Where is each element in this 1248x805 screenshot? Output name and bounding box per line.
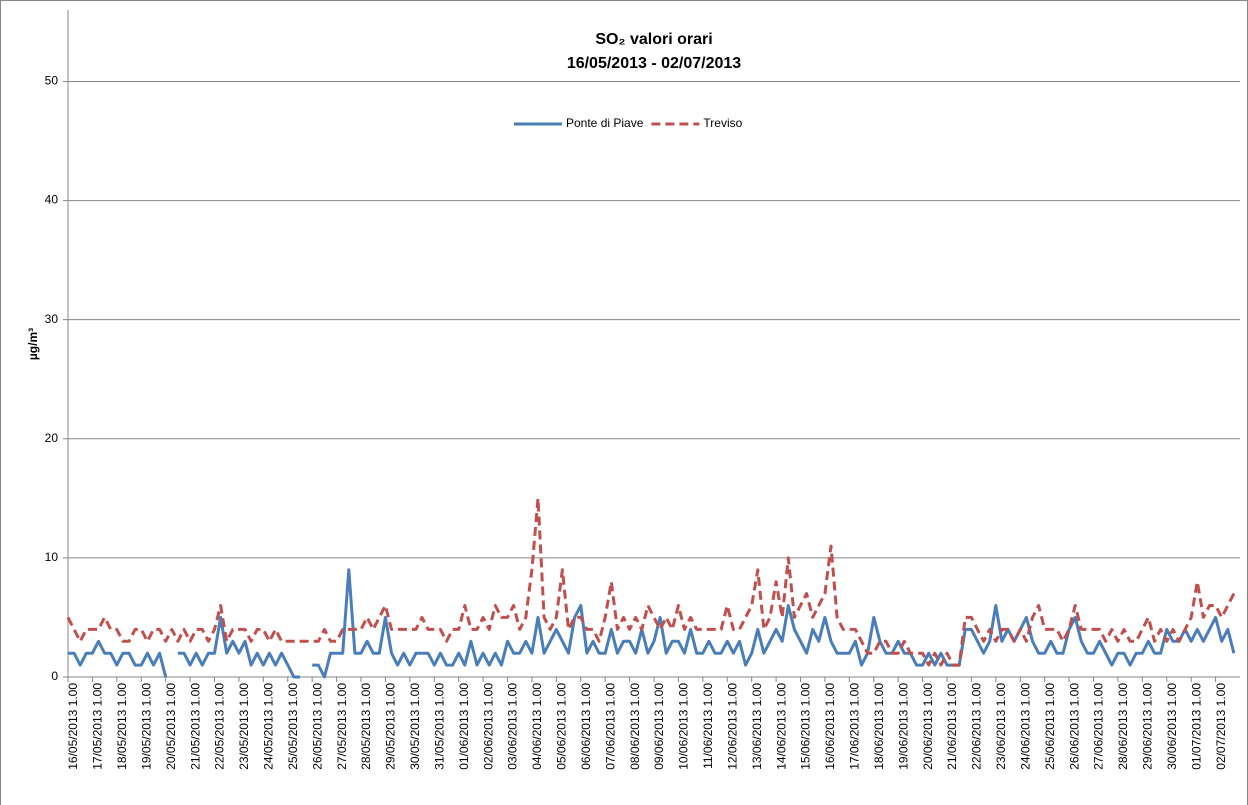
x-tick-label: 27/05/2013 1.00 xyxy=(335,683,349,770)
y-tick-label: 10 xyxy=(45,550,59,564)
x-tick-label: 31/05/2013 1.00 xyxy=(432,683,446,770)
x-tick-label: 19/06/2013 1.00 xyxy=(896,683,910,770)
x-tick-label: 24/05/2013 1.00 xyxy=(262,683,276,770)
series-line xyxy=(68,568,1236,679)
x-tick-label: 28/06/2013 1.00 xyxy=(1116,683,1130,770)
x-tick-label: 26/05/2013 1.00 xyxy=(310,683,324,770)
x-tick-label: 15/06/2013 1.00 xyxy=(799,683,813,770)
x-tick-label: 02/06/2013 1.00 xyxy=(481,683,495,770)
x-tick-label: 23/06/2013 1.00 xyxy=(994,683,1008,770)
x-tick-label: 30/06/2013 1.00 xyxy=(1165,683,1179,770)
x-tick-label: 22/05/2013 1.00 xyxy=(213,683,227,770)
x-tick-label: 09/06/2013 1.00 xyxy=(652,683,666,770)
x-tick-label: 25/05/2013 1.00 xyxy=(286,683,300,770)
x-tick-label: 16/05/2013 1.00 xyxy=(66,683,80,770)
x-tick-label: 10/06/2013 1.00 xyxy=(677,683,691,770)
x-tick-label: 21/06/2013 1.00 xyxy=(945,683,959,770)
x-tick-label: 14/06/2013 1.00 xyxy=(774,683,788,770)
y-axis-label: µg/m³ xyxy=(26,328,40,360)
x-tick-label: 19/05/2013 1.00 xyxy=(139,683,153,770)
x-tick-label: 27/06/2013 1.00 xyxy=(1092,683,1106,770)
x-tick-label: 23/05/2013 1.00 xyxy=(237,683,251,770)
x-tick-label: 26/06/2013 1.00 xyxy=(1067,683,1081,770)
chart-subtitle: 16/05/2013 - 02/07/2013 xyxy=(567,55,741,72)
x-tick-label: 20/05/2013 1.00 xyxy=(164,683,178,770)
y-tick-label: 40 xyxy=(45,193,59,207)
x-tick-label: 28/05/2013 1.00 xyxy=(359,683,373,770)
legend-label: Treviso xyxy=(703,116,742,130)
x-tick-label: 04/06/2013 1.00 xyxy=(530,683,544,770)
x-tick-label: 20/06/2013 1.00 xyxy=(921,683,935,770)
x-tick-label: 16/06/2013 1.00 xyxy=(823,683,837,770)
x-tick-label: 30/05/2013 1.00 xyxy=(408,683,422,770)
y-tick-label: 50 xyxy=(45,74,59,88)
x-tick-label: 24/06/2013 1.00 xyxy=(1018,683,1032,770)
series-line xyxy=(66,496,1236,667)
x-tick-label: 29/06/2013 1.00 xyxy=(1141,683,1155,770)
x-tick-label: 01/07/2013 1.00 xyxy=(1189,683,1203,770)
x-tick-label: 21/05/2013 1.00 xyxy=(188,683,202,770)
x-tick-label: 17/06/2013 1.00 xyxy=(848,683,862,770)
x-tick-label: 12/06/2013 1.00 xyxy=(725,683,739,770)
x-tick-label: 01/06/2013 1.00 xyxy=(457,683,471,770)
legend-label: Ponte di Piave xyxy=(566,116,644,130)
x-tick-label: 05/06/2013 1.00 xyxy=(555,683,569,770)
x-tick-label: 17/05/2013 1.00 xyxy=(91,683,105,770)
x-tick-label: 18/06/2013 1.00 xyxy=(872,683,886,770)
x-tick-label: 11/06/2013 1.00 xyxy=(701,683,715,769)
x-tick-label: 13/06/2013 1.00 xyxy=(750,683,764,770)
x-tick-label: 06/06/2013 1.00 xyxy=(579,683,593,770)
y-tick-label: 0 xyxy=(51,669,58,683)
x-tick-label: 18/05/2013 1.00 xyxy=(115,683,129,770)
x-tick-label: 08/06/2013 1.00 xyxy=(628,683,642,770)
x-tick-label: 29/05/2013 1.00 xyxy=(384,683,398,770)
x-tick-label: 25/06/2013 1.00 xyxy=(1043,683,1057,770)
chart-title: SO₂ valori orari xyxy=(595,31,712,48)
y-tick-label: 20 xyxy=(45,431,59,445)
x-tick-label: 02/07/2013 1.00 xyxy=(1214,683,1228,770)
y-tick-label: 30 xyxy=(45,312,59,326)
x-tick-label: 03/06/2013 1.00 xyxy=(506,683,520,770)
x-tick-label: 07/06/2013 1.00 xyxy=(603,683,617,770)
x-tick-label: 22/06/2013 1.00 xyxy=(970,683,984,770)
